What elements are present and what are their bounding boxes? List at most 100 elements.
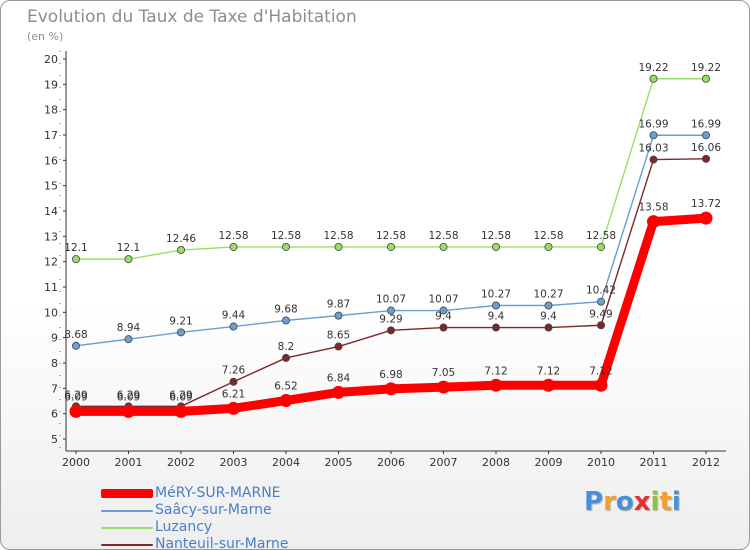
legend-item: MéRY-SUR-MARNE <box>101 485 288 502</box>
data-point <box>229 242 238 251</box>
data-point <box>386 242 395 251</box>
data-label: 7.12 <box>484 365 507 377</box>
y-tick-label: 20 <box>44 53 58 66</box>
data-point <box>489 378 503 392</box>
series-sa-cy-sur-marne <box>72 131 711 350</box>
data-label: 16.03 <box>638 143 668 155</box>
data-point <box>176 246 185 255</box>
y-tick-label: 12 <box>44 256 58 269</box>
series-m-ry-sur-marne <box>69 211 713 418</box>
x-tick-label: 2007 <box>430 456 458 469</box>
x-tick-label: 2010 <box>587 456 615 469</box>
data-label: 6.29 <box>169 389 192 401</box>
data-label: 10.07 <box>428 294 458 306</box>
data-label: 9.44 <box>222 310 246 322</box>
data-point <box>281 316 290 325</box>
data-label: 12.58 <box>376 230 406 242</box>
data-label: 6.09 <box>117 391 140 403</box>
data-point <box>647 215 660 229</box>
logo-letter: i <box>671 487 681 517</box>
data-label: 9.68 <box>274 303 297 315</box>
data-label: 8.94 <box>117 322 141 334</box>
data-point <box>69 404 83 418</box>
data-point <box>702 131 711 140</box>
data-point <box>384 382 398 396</box>
y-tick-label: 13 <box>44 230 58 243</box>
x-tick-label: 2009 <box>535 456 563 469</box>
data-label: 8.2 <box>278 341 295 353</box>
data-point <box>334 311 343 320</box>
data-label: 10.27 <box>533 288 563 300</box>
legend-swatch <box>101 489 153 498</box>
data-point <box>491 242 500 251</box>
y-tick-label: 14 <box>44 205 58 218</box>
data-point <box>544 242 553 251</box>
x-tick-label: 2001 <box>115 456 143 469</box>
data-label: 9.29 <box>379 313 402 325</box>
data-point <box>597 242 606 251</box>
data-point <box>124 255 133 264</box>
proxiti-logo: Proxiti <box>584 487 681 517</box>
y-tick-label: 11 <box>44 281 58 294</box>
data-label: 6.98 <box>379 369 402 381</box>
logo-letter: o <box>615 487 634 517</box>
data-label: 10.42 <box>586 285 616 297</box>
data-point <box>229 322 238 331</box>
data-point <box>72 341 81 350</box>
y-tick-label: 8 <box>51 357 58 370</box>
logo-letter: x <box>633 487 651 517</box>
y-tick-label: 6 <box>51 408 58 421</box>
y-tick-label: 18 <box>44 104 58 117</box>
series-layer <box>69 74 713 418</box>
data-point <box>542 378 555 392</box>
legend-item: Luzancy <box>101 519 288 536</box>
data-point <box>699 211 713 225</box>
y-tick-label: 15 <box>44 180 58 193</box>
data-label: 6.52 <box>274 380 297 392</box>
x-tick-label: 2011 <box>640 456 668 469</box>
chart-subtitle: (en %) <box>27 30 64 43</box>
data-label: 10.07 <box>376 294 406 306</box>
data-label: 16.99 <box>638 118 668 130</box>
legend-item: Nanteuil-sur-Marne <box>101 536 288 549</box>
data-point <box>491 323 500 332</box>
data-point <box>439 242 448 251</box>
data-point <box>544 323 553 332</box>
data-label: 19.22 <box>638 62 668 74</box>
data-label: 12.1 <box>64 242 87 254</box>
data-label: 8.68 <box>64 329 87 341</box>
data-label: 7.05 <box>432 367 455 379</box>
data-label: 6.21 <box>222 388 245 400</box>
data-label: 6.09 <box>169 391 192 403</box>
data-point <box>281 353 290 362</box>
chart-title: Evolution du Taux de Taxe d'Habitation <box>27 7 357 27</box>
data-label: 12.58 <box>323 230 353 242</box>
x-tick-label: 2008 <box>482 456 510 469</box>
data-label: 12.46 <box>166 233 196 245</box>
y-tick-label: 19 <box>44 78 58 91</box>
data-label: 7.26 <box>222 365 246 377</box>
data-point <box>594 378 608 392</box>
data-point <box>439 306 448 315</box>
data-point <box>281 242 290 251</box>
series-luzancy <box>72 74 711 264</box>
data-label: 9.4 <box>540 311 557 323</box>
x-tick-label: 2002 <box>167 456 195 469</box>
data-point <box>124 335 133 344</box>
data-point <box>597 321 606 330</box>
data-point <box>491 301 500 310</box>
x-tick-label: 2006 <box>377 456 405 469</box>
data-label: 6.09 <box>64 391 87 403</box>
data-label: 9.4 <box>435 311 452 323</box>
data-label: 6.84 <box>327 372 351 384</box>
y-tick-label: 7 <box>51 382 58 395</box>
x-tick-label: 2004 <box>272 456 300 469</box>
data-label: 9.87 <box>327 299 350 311</box>
data-point <box>176 328 185 337</box>
x-tick-label: 2000 <box>62 456 90 469</box>
data-label: 6.29 <box>64 389 87 401</box>
data-point <box>227 401 240 415</box>
data-label: 13.58 <box>638 202 668 214</box>
